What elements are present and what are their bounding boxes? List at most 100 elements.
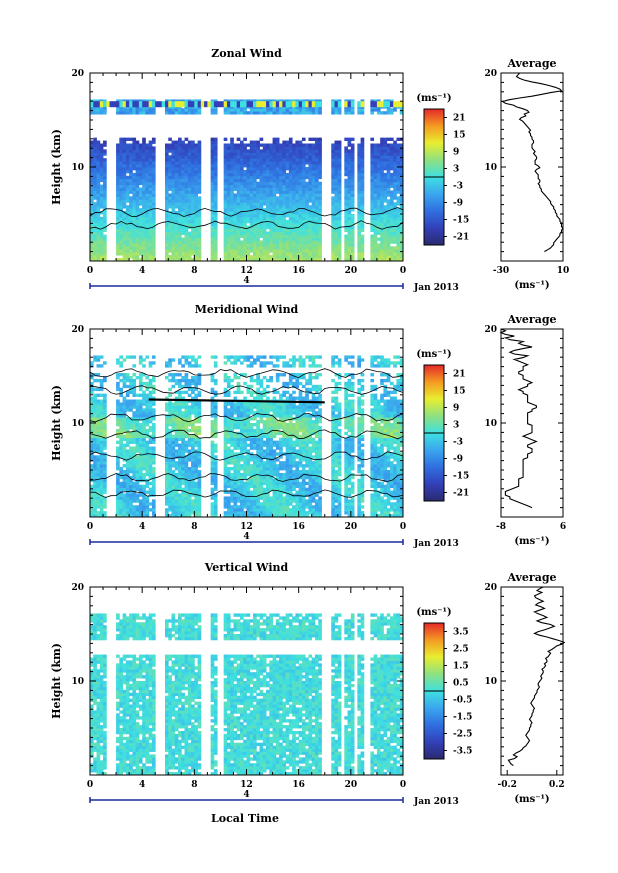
heatmap-cell bbox=[125, 219, 130, 224]
heatmap-cell bbox=[360, 193, 365, 197]
heatmap-cell bbox=[295, 222, 300, 227]
heatmap-cell bbox=[314, 211, 319, 215]
heatmap-cell bbox=[360, 249, 365, 253]
heatmap-cell bbox=[93, 167, 97, 171]
heatmap-cell bbox=[194, 449, 198, 453]
heatmap-cell bbox=[181, 111, 185, 115]
heatmap-cell bbox=[279, 249, 283, 253]
heatmap-cell bbox=[171, 111, 176, 115]
heatmap-cell bbox=[337, 111, 342, 115]
heatmap-cell bbox=[96, 364, 101, 368]
heatmap-cell bbox=[360, 143, 365, 147]
heatmap-cell bbox=[145, 111, 150, 115]
heatmap-cell bbox=[90, 475, 94, 480]
heatmap-cell bbox=[171, 455, 176, 459]
heatmap-cell bbox=[344, 237, 348, 241]
heatmap-cell bbox=[148, 446, 153, 450]
heatmap-cell bbox=[191, 408, 195, 412]
heatmap-cell bbox=[187, 249, 192, 253]
heatmap-cell bbox=[197, 505, 202, 509]
heatmap-cell bbox=[249, 231, 254, 235]
heatmap-cell bbox=[129, 196, 133, 200]
heatmap-cell bbox=[272, 101, 277, 108]
heatmap-cell bbox=[282, 243, 287, 247]
heatmap-cell bbox=[337, 252, 342, 256]
heatmap-cell bbox=[171, 152, 176, 156]
heatmap-cell bbox=[181, 146, 185, 150]
heatmap-cell bbox=[145, 408, 150, 412]
heatmap-cell bbox=[266, 155, 270, 159]
heatmap-cell bbox=[282, 222, 287, 227]
heatmap-cell bbox=[386, 164, 391, 168]
heatmap-cell bbox=[262, 187, 267, 191]
heatmap-cell bbox=[116, 431, 120, 436]
heatmap-cell bbox=[337, 169, 342, 174]
heatmap-cell bbox=[259, 199, 264, 203]
heatmap-cell bbox=[334, 202, 339, 206]
heatmap-cell bbox=[239, 169, 244, 174]
heatmap-cell bbox=[226, 258, 231, 262]
heatmap-cell bbox=[103, 149, 107, 153]
heatmap-cell bbox=[138, 505, 143, 509]
heatmap-cell bbox=[386, 243, 391, 247]
heatmap-cell bbox=[142, 420, 146, 424]
heatmap-cell bbox=[171, 258, 176, 262]
heatmap-cell bbox=[148, 108, 153, 112]
heatmap-cell bbox=[305, 249, 309, 253]
heatmap-cell bbox=[393, 216, 397, 221]
heatmap-cell bbox=[125, 101, 130, 108]
heatmap-cell bbox=[194, 396, 198, 400]
heatmap-cell bbox=[334, 111, 339, 115]
heatmap-cell bbox=[96, 187, 101, 191]
heatmap-cell bbox=[168, 234, 172, 238]
heatmap-cell bbox=[178, 231, 182, 235]
heatmap-cell bbox=[275, 208, 280, 212]
heatmap-cell bbox=[301, 193, 306, 197]
heatmap-cell bbox=[360, 178, 365, 183]
heatmap-cell bbox=[269, 211, 273, 215]
heatmap-cell bbox=[122, 478, 127, 483]
heatmap-cell bbox=[399, 175, 404, 180]
heatmap-cell bbox=[360, 99, 365, 103]
heatmap-cell bbox=[236, 99, 241, 103]
heatmap-cell bbox=[236, 214, 241, 218]
heatmap-cell bbox=[279, 175, 283, 180]
heatmap-cell bbox=[376, 111, 381, 115]
heatmap-cell bbox=[171, 443, 176, 447]
heatmap-cell bbox=[301, 158, 306, 162]
heatmap-cell bbox=[151, 187, 156, 191]
heatmap-cell bbox=[151, 378, 156, 383]
heatmap-cell bbox=[259, 99, 264, 103]
heatmap-cell bbox=[259, 137, 264, 141]
heatmap-cell bbox=[269, 158, 273, 162]
heatmap-cell bbox=[178, 511, 182, 515]
heatmap-cell bbox=[256, 184, 260, 188]
heatmap-cell bbox=[239, 216, 244, 221]
heatmap-cell bbox=[269, 255, 273, 259]
heatmap-cell bbox=[288, 196, 293, 200]
heatmap-cell bbox=[191, 475, 195, 480]
heatmap-cell bbox=[181, 478, 185, 483]
heatmap-cell bbox=[337, 199, 342, 203]
heatmap-cell bbox=[389, 231, 394, 235]
heatmap-cell bbox=[90, 167, 94, 171]
heatmap-cell bbox=[174, 496, 179, 500]
heatmap-cell bbox=[184, 475, 189, 480]
heatmap-cell bbox=[275, 252, 280, 256]
heatmap-cell bbox=[314, 158, 319, 162]
heatmap-cell bbox=[116, 181, 120, 186]
heatmap-cell bbox=[93, 214, 97, 218]
heatmap-cell bbox=[396, 184, 401, 188]
heatmap-cell bbox=[337, 172, 342, 177]
heatmap-cell bbox=[122, 140, 127, 144]
heatmap-cell bbox=[282, 108, 287, 112]
heatmap-cell bbox=[178, 205, 182, 209]
heatmap-cell bbox=[181, 481, 185, 486]
heatmap-cell bbox=[103, 196, 107, 200]
heatmap-cell bbox=[262, 249, 267, 253]
heatmap-cell bbox=[194, 111, 198, 115]
heatmap-cell bbox=[187, 214, 192, 218]
heatmap-cell bbox=[109, 101, 114, 108]
heatmap-cell bbox=[132, 246, 137, 250]
heatmap-cell bbox=[373, 258, 378, 262]
